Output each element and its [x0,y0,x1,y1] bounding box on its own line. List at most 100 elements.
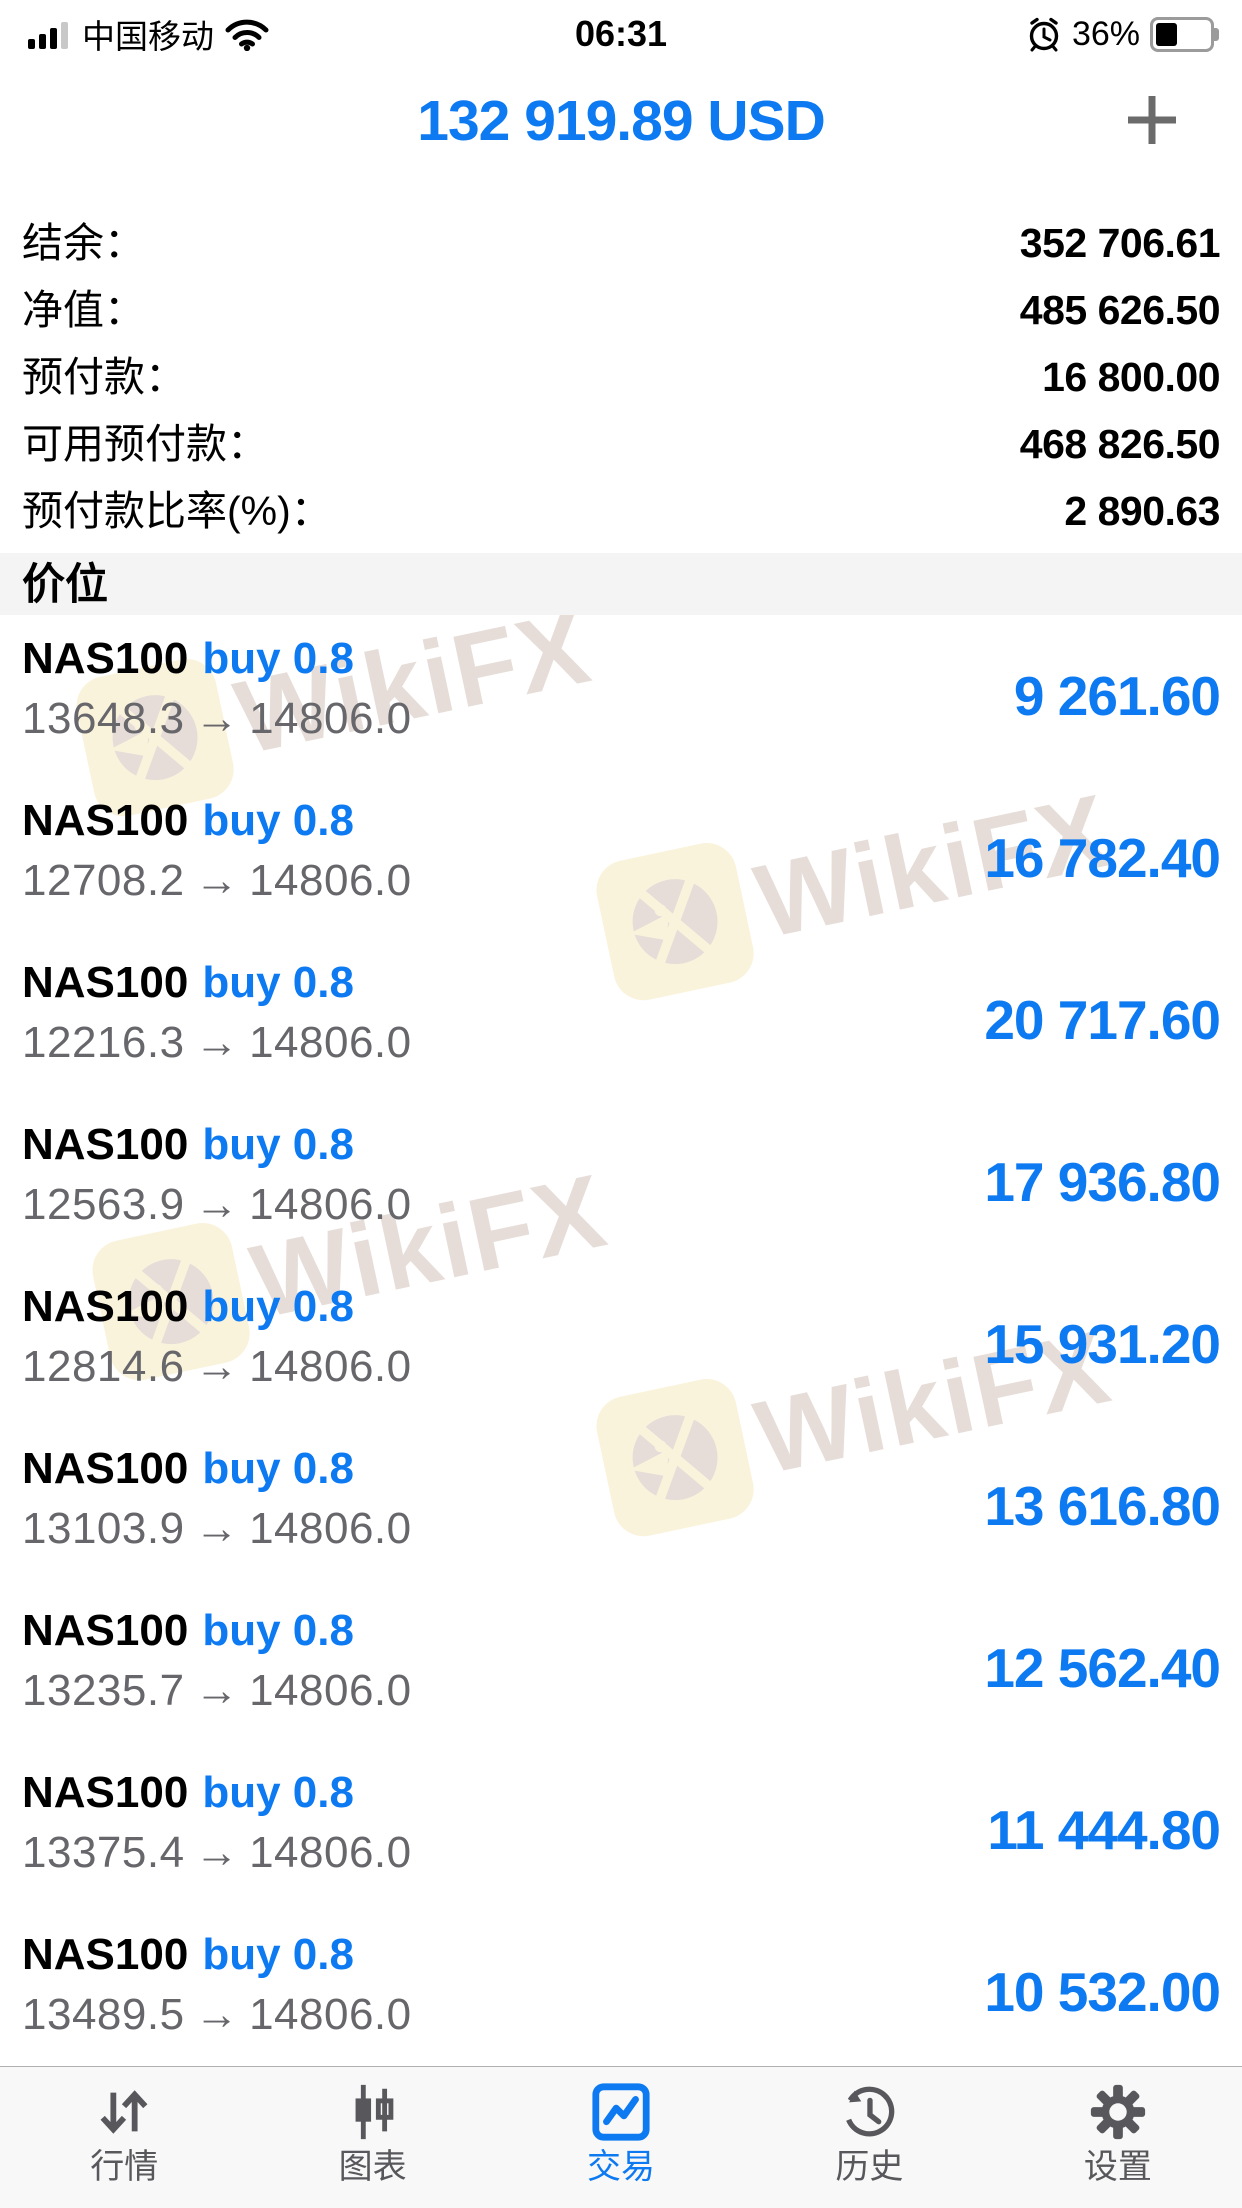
position-profit: 20 717.60 [984,989,1221,1051]
account-row-value: 2 890.63 [1064,488,1220,534]
arrow-right-icon: → [194,856,240,905]
position-open-price: 13489.5 [22,1990,185,2039]
arrow-right-icon: → [194,1018,240,1067]
cellular-signal-icon [28,22,68,49]
tab-label: 历史 [835,2148,904,2186]
position-side: buy 0.8 [202,1120,354,1169]
account-row-free-margin: 可用预付款： 468 826.50 [22,411,1221,478]
position-side: buy 0.8 [202,796,354,845]
account-row-value: 352 706.61 [1019,220,1221,266]
position-row[interactable]: NAS100 buy 0.8 13648.3 → 14806.0 9 261.60 [0,615,1242,777]
account-row-label: 可用预付款： [22,421,268,467]
wifi-icon [225,19,269,51]
position-profit: 11 444.80 [987,1799,1221,1861]
position-symbol: NAS100 [22,958,189,1007]
account-row-value: 468 826.50 [1019,421,1221,467]
carrier-label: 中国移动 [82,18,214,55]
position-symbol: NAS100 [22,634,189,683]
arrow-right-icon: → [194,1342,240,1391]
tab-charts[interactable]: 图表 [248,2067,496,2208]
account-row-value: 16 800.00 [1042,354,1220,400]
arrow-right-icon: → [194,1504,240,1553]
arrow-right-icon: → [194,1666,240,1715]
position-side: buy 0.8 [202,1282,354,1331]
position-row[interactable]: NAS100 buy 0.8 12563.9 → 14806.0 17 936.80 [0,1101,1242,1263]
position-open-price: 12708.2 [22,856,185,905]
quotes-icon [100,2090,148,2134]
position-row[interactable]: NAS100 buy 0.8 12216.3 → 14806.0 20 717.60 [0,939,1242,1101]
tab-trade[interactable]: 交易 [497,2067,745,2208]
account-row-balance: 结余： 352 706.61 [22,210,1221,277]
position-open-price: 13648.3 [22,694,185,743]
position-profit: 15 931.20 [984,1313,1221,1375]
position-symbol: NAS100 [22,1768,189,1817]
position-row[interactable]: NAS100 buy 0.8 13375.4 → 14806.0 11 444.80 [0,1749,1242,1911]
tab-bar: 行情 图表 交易 历史 [0,2066,1242,2208]
account-row-label: 预付款比率(%)： [22,488,332,534]
tab-history[interactable]: 历史 [745,2067,993,2208]
tab-label: 设置 [1083,2148,1152,2186]
tab-settings[interactable]: 设置 [994,2067,1242,2208]
position-current-price: 14806.0 [249,694,412,743]
position-current-price: 14806.0 [249,1342,412,1391]
position-open-price: 13235.7 [22,1666,185,1715]
account-row-margin: 预付款： 16 800.00 [22,344,1220,411]
position-row[interactable]: NAS100 buy 0.8 12708.2 → 14806.0 16 782.40 [0,777,1242,939]
position-symbol: NAS100 [22,1930,189,1979]
position-symbol: NAS100 [22,1120,189,1169]
position-current-price: 14806.0 [249,1990,412,2039]
account-row-label: 净值： [22,287,145,333]
position-row[interactable]: NAS100 buy 0.8 13235.7 → 14806.0 12 562.40 [0,1587,1242,1749]
account-row-label: 预付款： [22,354,186,400]
account-row-value: 485 626.50 [1019,287,1221,333]
position-profit: 9 261.60 [1013,665,1221,727]
position-current-price: 14806.0 [249,1504,412,1553]
position-open-price: 13103.9 [22,1504,185,1553]
account-row-equity: 净值： 485 626.50 [22,277,1221,344]
position-open-price: 12814.6 [22,1342,185,1391]
settings-icon [1090,2084,1145,2140]
position-symbol: NAS100 [22,1606,189,1655]
add-order-button[interactable] [1122,88,1186,152]
position-side: buy 0.8 [202,1930,354,1979]
positions-section-header: 价位 [0,553,1242,615]
battery-icon [1150,16,1219,52]
position-current-price: 14806.0 [249,1018,412,1067]
position-current-price: 14806.0 [249,1666,412,1715]
position-row[interactable]: NAS100 buy 0.8 12814.6 → 14806.0 15 931.20 [0,1263,1242,1425]
position-side: buy 0.8 [202,1606,354,1655]
charts-icon [355,2084,393,2140]
position-symbol: NAS100 [22,796,189,845]
position-profit: 12 562.40 [984,1637,1221,1699]
position-open-price: 12216.3 [22,1018,185,1067]
position-open-price: 13375.4 [22,1828,185,1877]
position-open-price: 12563.9 [22,1180,185,1229]
tab-quotes[interactable]: 行情 [0,2067,248,2208]
arrow-right-icon: → [194,694,240,743]
history-icon [846,2086,895,2137]
account-row-margin-level: 预付款比率(%)： 2 890.63 [22,478,1220,545]
position-profit: 17 936.80 [984,1151,1221,1213]
plus-icon [1128,96,1176,144]
account-summary: 结余： 352 706.61 净值： 485 626.50 预付款： 16 80… [0,210,1242,545]
position-current-price: 14806.0 [249,1828,412,1877]
account-balance-title: 132 919.89 USD [417,89,825,153]
position-side: buy 0.8 [202,1444,354,1493]
position-row[interactable]: NAS100 buy 0.8 13489.5 → 14806.0 10 532.00 [0,1911,1242,2073]
position-profit: 16 782.40 [984,827,1221,889]
header: 132 919.89 USD [0,62,1242,174]
position-side: buy 0.8 [202,958,354,1007]
tab-label: 交易 [587,2148,656,2186]
positions-list: NAS100 buy 0.8 13648.3 → 14806.0 9 261.60 N… [0,615,1242,2073]
account-row-label: 结余： [22,220,145,266]
status-bar: 中国移动 06:31 36% [0,0,1242,62]
arrow-right-icon: → [194,1990,240,2039]
tab-label: 行情 [90,2148,159,2186]
tab-label: 图表 [338,2148,407,2186]
trade-icon [592,2083,650,2141]
arrow-right-icon: → [194,1180,240,1229]
position-row[interactable]: NAS100 buy 0.8 13103.9 → 14806.0 13 616.80 [0,1425,1242,1587]
position-side: buy 0.8 [202,634,354,683]
position-side: buy 0.8 [202,1768,354,1817]
